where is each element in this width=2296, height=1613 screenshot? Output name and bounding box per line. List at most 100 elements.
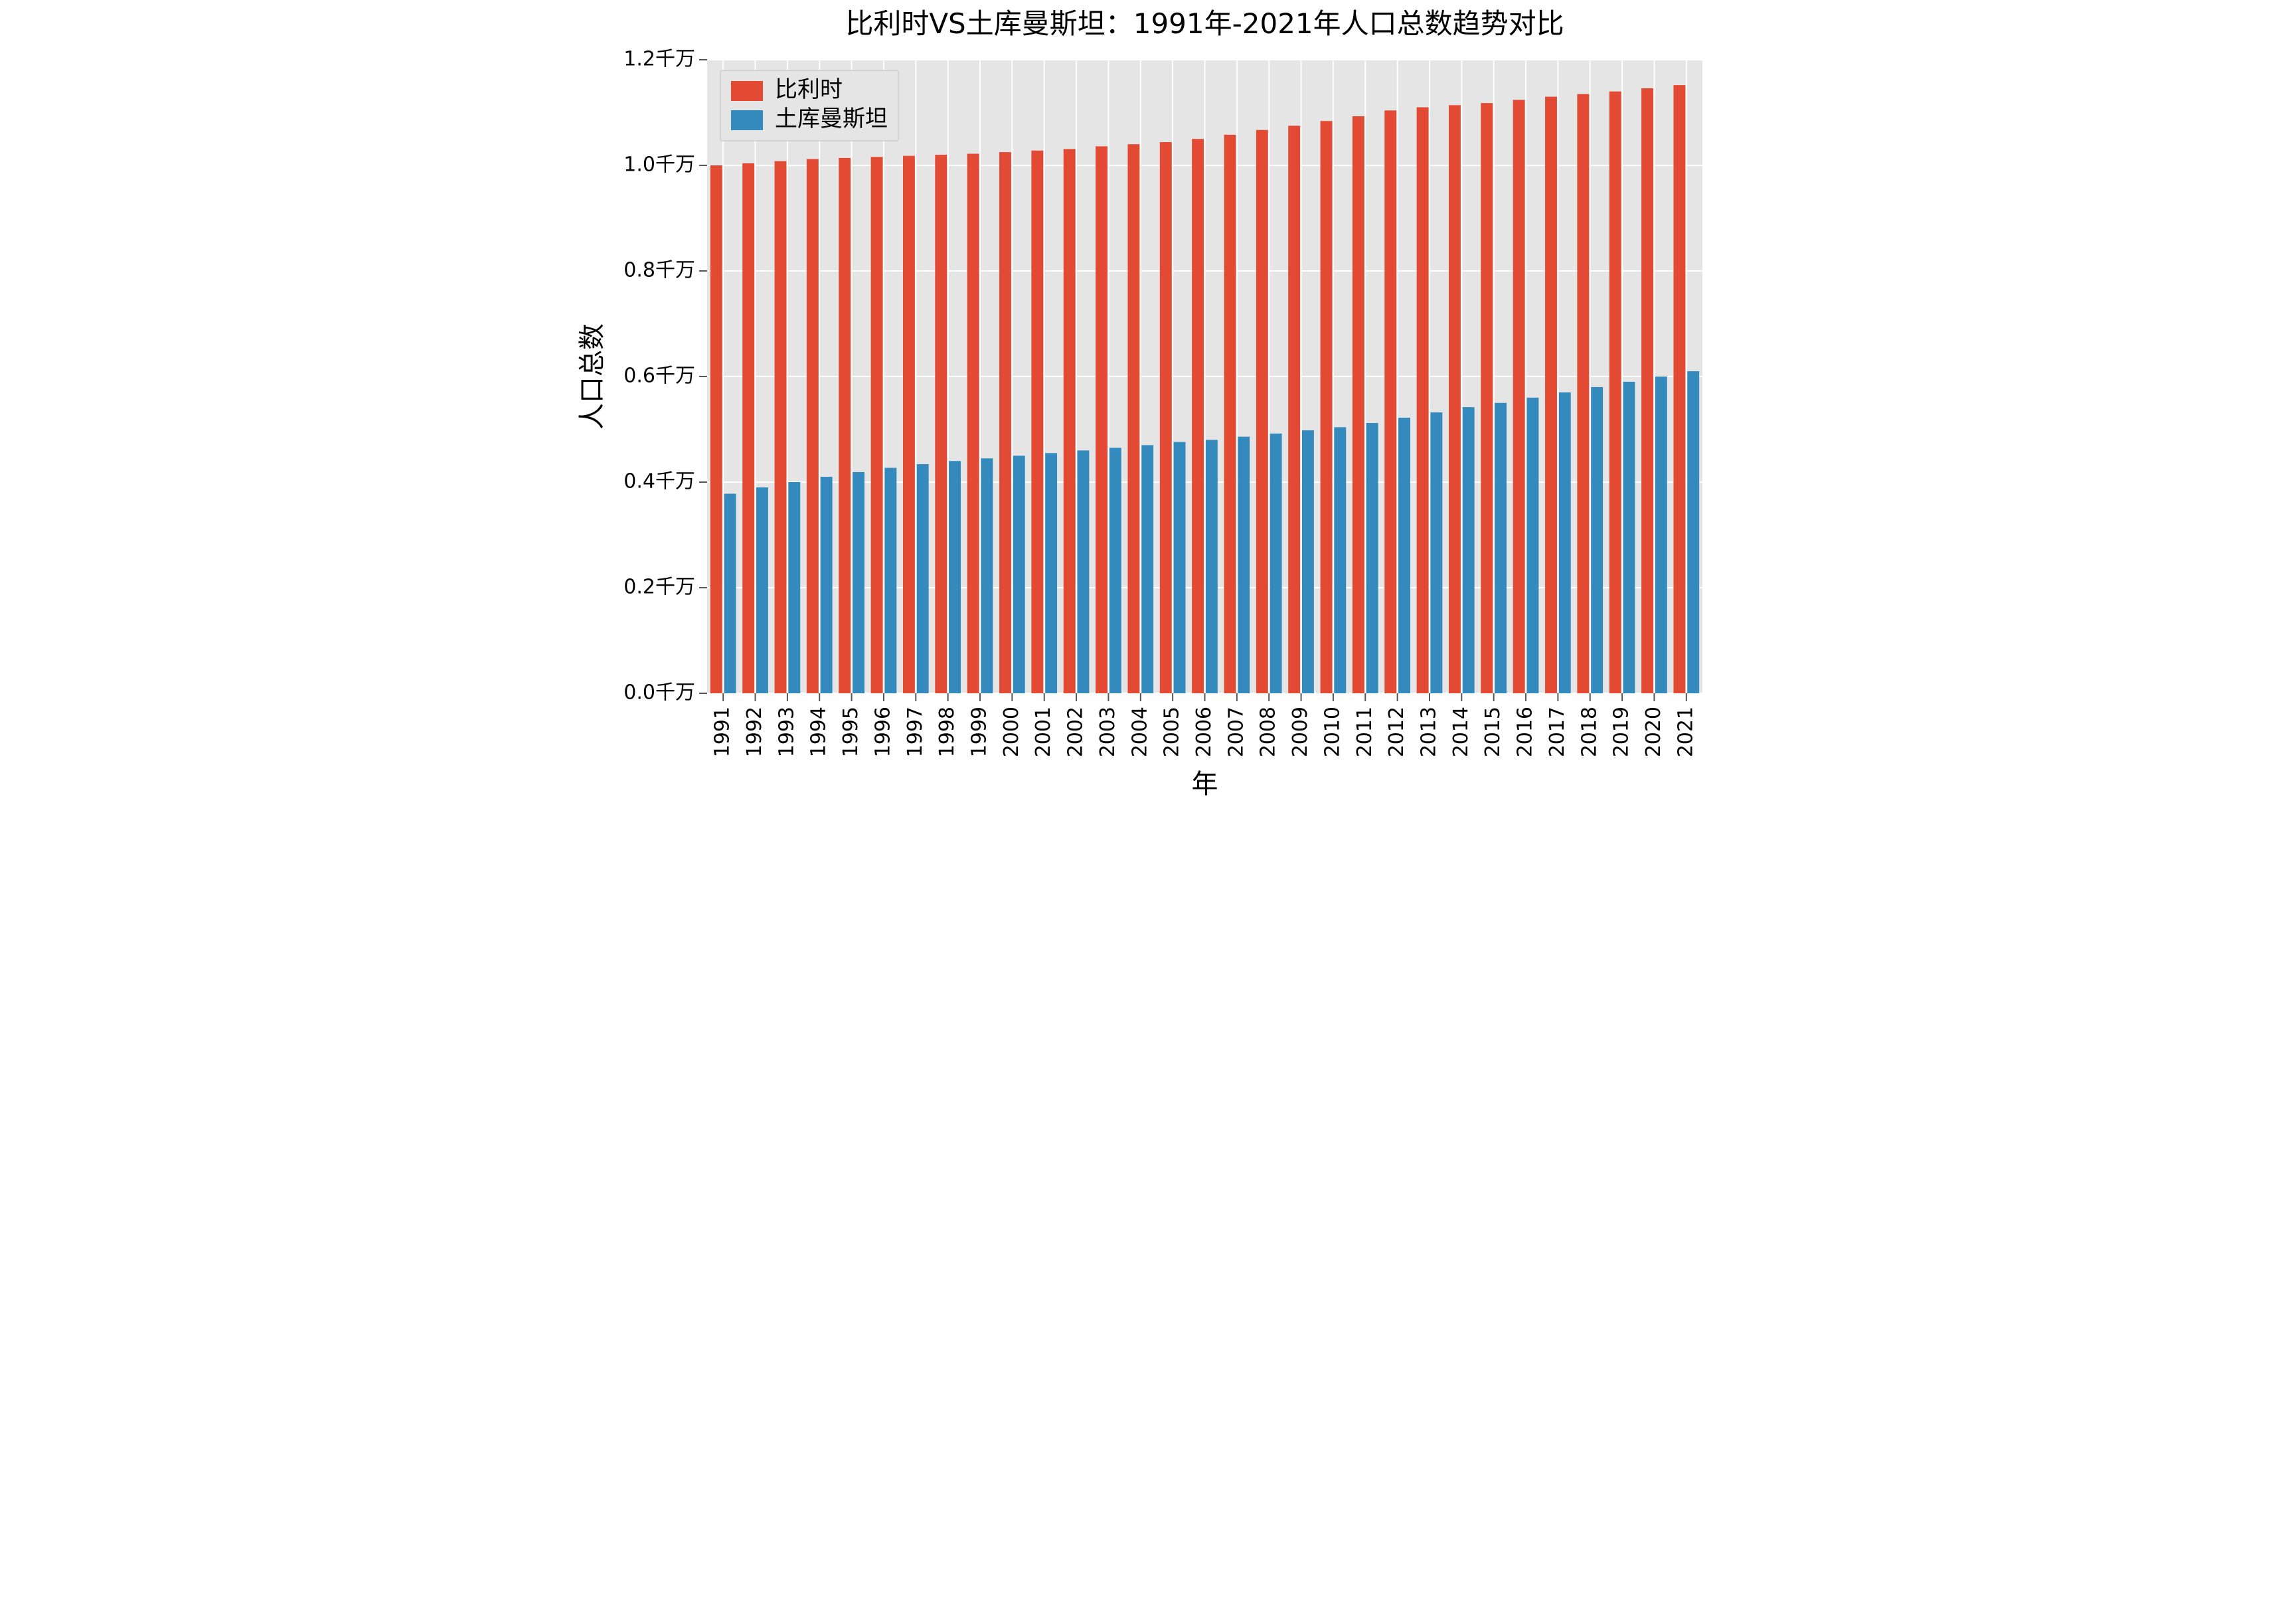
bar (1481, 103, 1493, 693)
bar (1623, 382, 1635, 693)
bar (916, 464, 928, 693)
x-tick-label: 2011 (1353, 707, 1376, 757)
x-tick-label: 2008 (1256, 707, 1279, 757)
y-tick-label: 0.8千万 (623, 259, 695, 282)
x-tick-label: 1995 (839, 707, 862, 757)
y-tick-label: 0.6千万 (623, 365, 695, 388)
bar (1334, 427, 1346, 693)
x-tick-label: 2000 (999, 707, 1023, 757)
x-tick-label: 1993 (775, 707, 798, 757)
x-tick-label: 2015 (1481, 707, 1505, 757)
bar (806, 159, 818, 693)
bar (1641, 88, 1653, 693)
bar (1224, 135, 1236, 693)
x-tick-label: 1999 (967, 707, 991, 757)
bar (1045, 453, 1057, 693)
bar (1577, 94, 1589, 693)
bar (756, 487, 768, 693)
bar (1545, 97, 1557, 693)
bar (1288, 126, 1300, 693)
bar (788, 482, 800, 693)
x-tick-label: 2019 (1609, 707, 1633, 757)
bar (1609, 92, 1621, 693)
legend-label: 土库曼斯坦 (775, 106, 888, 132)
y-tick-label: 1.2千万 (623, 48, 695, 71)
x-tick-label: 1998 (936, 707, 959, 757)
x-tick-label: 2021 (1674, 707, 1697, 757)
y-axis-label: 人口总数 (577, 323, 608, 430)
bar (742, 163, 754, 693)
bar (870, 157, 882, 693)
bar (1205, 440, 1217, 693)
bar (1398, 418, 1410, 693)
bar (1270, 434, 1281, 693)
bar (999, 152, 1011, 693)
x-tick-label: 2006 (1192, 707, 1216, 757)
bar (1673, 85, 1685, 693)
bar (1687, 371, 1699, 693)
x-tick-label: 1997 (903, 707, 926, 757)
bar (1077, 450, 1089, 693)
bar (1096, 146, 1107, 693)
x-tick-label: 2012 (1385, 707, 1408, 757)
x-tick-label: 2001 (1032, 707, 1055, 757)
bar (1430, 412, 1442, 693)
bar (1159, 142, 1171, 693)
chart-title: 比利时VS土库曼斯坦：1991年-2021年人口总数趋势对比 (845, 7, 1564, 40)
x-tick-label: 2013 (1417, 707, 1440, 757)
y-tick-label: 1.0千万 (623, 153, 695, 177)
legend-swatch (731, 81, 763, 101)
bar (1558, 392, 1570, 693)
x-tick-label: 2009 (1289, 707, 1312, 757)
x-tick-label: 2007 (1224, 707, 1248, 757)
y-tick-label: 0.2千万 (623, 576, 695, 599)
x-axis-label: 年 (1191, 769, 1218, 800)
x-tick-label: 2014 (1449, 707, 1472, 757)
bar (774, 161, 786, 693)
x-tick-label: 1994 (807, 707, 830, 757)
legend-swatch (731, 110, 763, 130)
x-tick-label: 2003 (1096, 707, 1119, 757)
legend-label: 比利时 (775, 76, 843, 103)
bar (710, 165, 722, 693)
x-tick-label: 2002 (1064, 707, 1087, 757)
bar (1192, 139, 1204, 693)
x-tick-label: 2005 (1160, 707, 1183, 757)
bar (949, 461, 961, 693)
bar (1013, 456, 1025, 693)
bar (1495, 403, 1507, 693)
bar (1591, 387, 1603, 693)
x-tick-label: 1992 (743, 707, 766, 757)
bar (724, 493, 736, 693)
bar (884, 468, 896, 693)
x-tick-label: 2010 (1321, 707, 1344, 757)
bar (1513, 100, 1524, 693)
chart-container: 0.0千万0.2千万0.4千万0.6千万0.8千万1.0千万1.2千万19911… (574, 0, 1722, 806)
bar (1384, 110, 1396, 693)
bar (1526, 398, 1538, 693)
bar (853, 472, 864, 693)
bar (1238, 437, 1250, 693)
x-tick-label: 2016 (1513, 707, 1536, 757)
y-tick-label: 0.0千万 (623, 681, 695, 705)
bar (1127, 144, 1139, 693)
bar (967, 154, 979, 693)
bar (1063, 149, 1075, 693)
bar (902, 156, 914, 693)
x-tick-label: 2017 (1545, 707, 1568, 757)
bar (1302, 430, 1314, 693)
x-tick-label: 1991 (710, 707, 734, 757)
bar (1031, 151, 1043, 693)
bar (1141, 445, 1153, 693)
bar (1416, 108, 1428, 693)
bar (1448, 105, 1460, 693)
bar (1352, 116, 1364, 693)
bar (839, 158, 851, 693)
chart-svg: 0.0千万0.2千万0.4千万0.6千万0.8千万1.0千万1.2千万19911… (574, 0, 1722, 806)
bar (820, 477, 832, 693)
bar (981, 458, 993, 693)
x-tick-label: 2004 (1128, 707, 1151, 757)
bar (1320, 121, 1332, 693)
bar (1109, 448, 1121, 693)
x-tick-label: 2018 (1578, 707, 1601, 757)
